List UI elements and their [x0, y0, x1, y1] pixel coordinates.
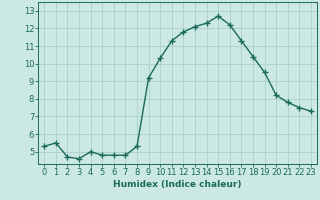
X-axis label: Humidex (Indice chaleur): Humidex (Indice chaleur) [113, 180, 242, 189]
